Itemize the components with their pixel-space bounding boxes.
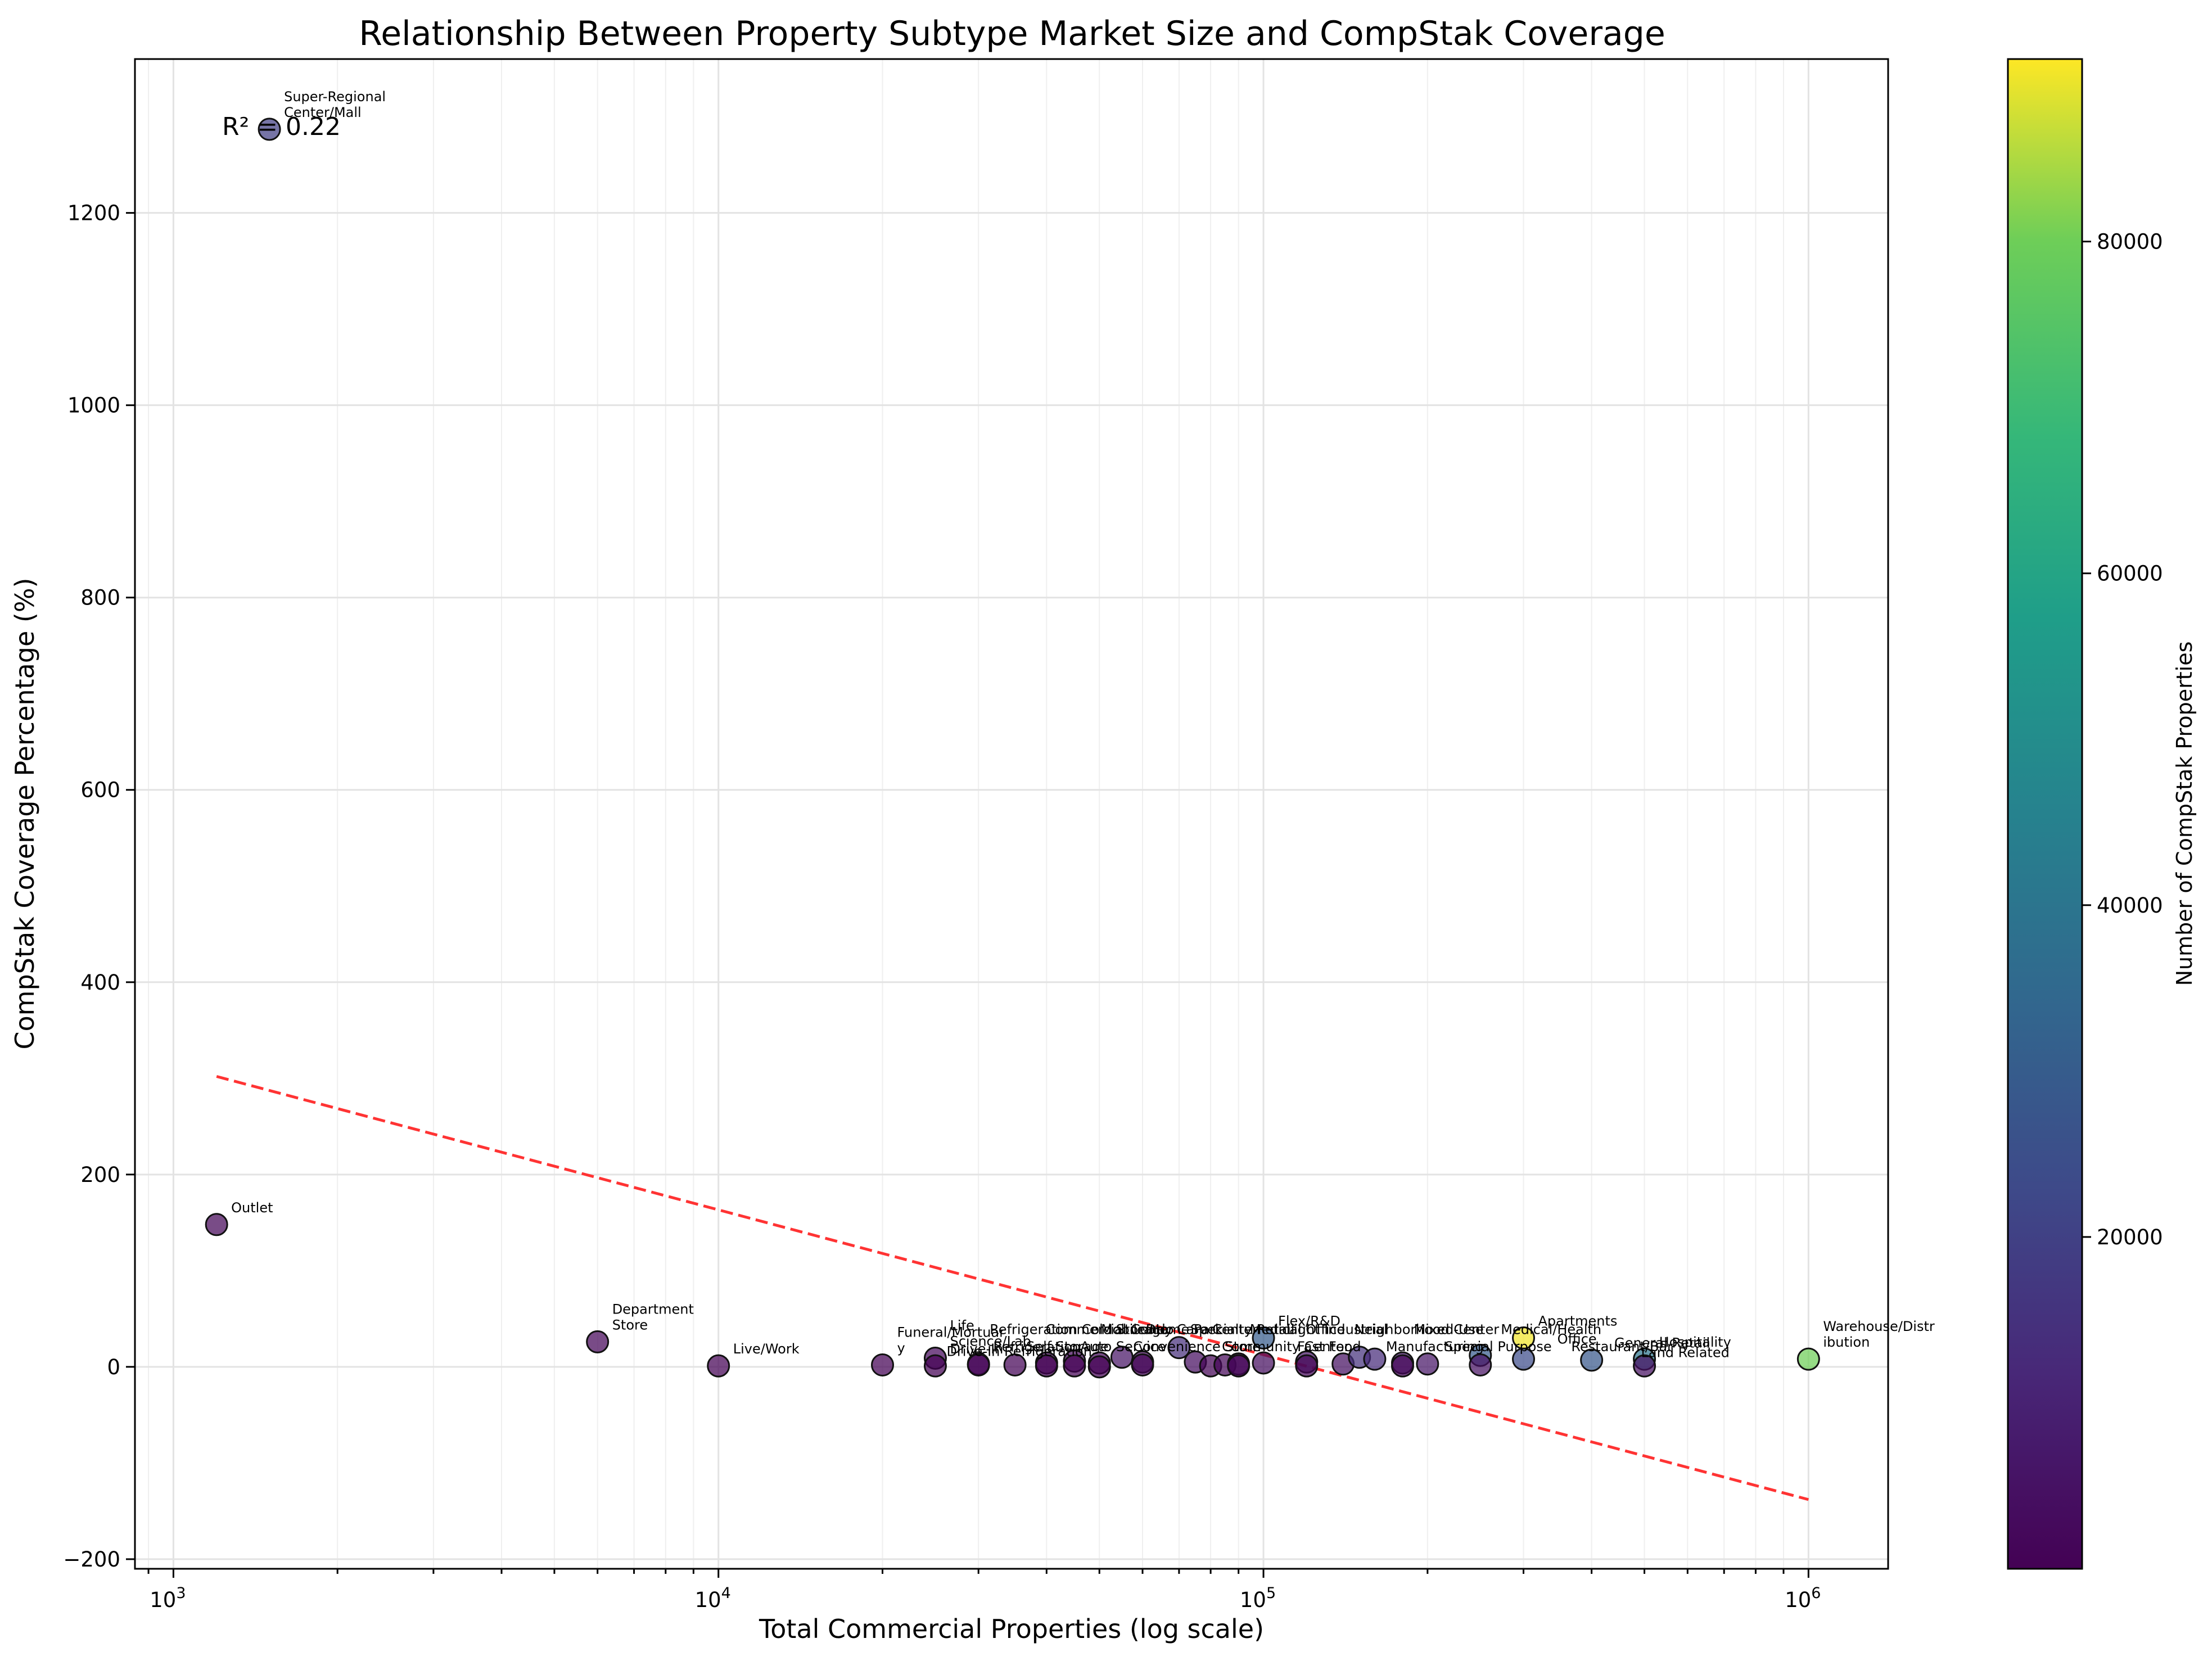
point-label: Community Center [1222,1339,1349,1355]
y-axis-label: CompStak Coverage Percentage (%) [10,578,40,1050]
x-tick-label: 105 [1240,1585,1276,1612]
point-label: Mixed-Use [1414,1321,1483,1337]
scatter-point [1003,1353,1027,1376]
colorbar-ticks: 20000 40000 60000 80000 [2082,230,2163,1249]
scatter-point [258,118,281,141]
point-label: Restaurant/Bar [1571,1339,1673,1355]
point-label: Funeral/Mortuar y [897,1324,1005,1356]
scatter-point [1796,1347,1820,1371]
scatter-point [1087,1355,1111,1379]
y-tick-label: 800 [80,586,120,610]
y-tick-label: 600 [80,778,120,802]
colorbar-tick-label: 20000 [2097,1225,2163,1249]
scatter-point [1391,1354,1414,1378]
point-label: Drive-In [950,1341,1003,1357]
scatter-point [1131,1353,1154,1376]
x-tick-label: 106 [1785,1585,1821,1612]
scatter-point [1633,1354,1656,1378]
point-labels: Super-Regional Center/Mall Outlet Departmen… [231,89,1935,1361]
scatter-point [205,1213,228,1236]
point-label: Mobile Home Park [1101,1321,1223,1337]
scatter-point [1512,1347,1536,1371]
scatter-point [1167,1336,1191,1360]
trend-line-group [216,1075,1809,1501]
point-label: Apartments [1538,1314,1618,1329]
colorbar-label: Number of CompStak Properties [2172,642,2197,986]
point-label: Hospitality [1659,1334,1731,1350]
scatter-point [1580,1348,1604,1372]
chart-title: Relationship Between Property Subtype Ma… [359,14,1665,53]
scatter-point [1252,1326,1275,1350]
point-label: Land Related [1641,1344,1730,1360]
point-label: Live/Work [733,1341,800,1357]
scatter-points [205,118,1820,1379]
point-label: Convenience Store [1133,1339,1261,1355]
y-tick-label: 0 [107,1355,120,1379]
y-tick-label: 1200 [67,201,120,225]
y-tick-label: 1000 [67,394,120,418]
scatter-point [586,1330,610,1353]
point-label: Refrigeration Cold Storage [990,1321,1168,1337]
point-label: Life Science/Lab [950,1317,1031,1349]
point-label: Warehouse/Distr ibution [1823,1319,1935,1350]
scatter-point [967,1353,990,1376]
scatter-point [1295,1354,1319,1378]
x-tick-label: 104 [695,1585,731,1612]
y-tick-label: −200 [63,1547,120,1572]
point-label: Flex/R&D [1278,1314,1340,1329]
point-label: General Retail [1614,1335,1710,1351]
colorbar-tick-label: 80000 [2097,230,2163,254]
scatter-point [1063,1354,1086,1378]
scatter-point [1416,1352,1439,1376]
scatter-point [871,1353,895,1376]
y-tick-label: 200 [80,1163,120,1187]
y-axis: −200 0 200 400 600 800 1000 1200 [63,201,135,1572]
plot-frame [134,58,1889,1570]
x-tick-label: 103 [150,1585,186,1612]
y-tick-label: 400 [80,971,120,995]
colorbar [2007,58,2083,1570]
point-label: Super-Regional Center/Mall [284,89,386,120]
point-label: Self-Storage [1026,1339,1108,1355]
scatter-point [1252,1351,1275,1375]
r-squared-annotation: R² = 0.22 [222,112,341,141]
point-label: Special Purpose [1444,1339,1551,1355]
point-label: Medical Office [1250,1321,1346,1337]
point-label: Manufacturing [1386,1339,1484,1355]
point-label: Office [1558,1331,1597,1347]
colorbar-tick-label: 60000 [2097,562,2163,586]
scatter-point [923,1354,947,1378]
point-label: Fast Food [1297,1339,1361,1355]
point-label: Department Store [612,1301,694,1333]
scatter-point [1363,1347,1387,1371]
x-axis: 103 104 105 106 [147,1569,1821,1612]
point-label: Outlet [231,1200,273,1216]
point-label: Neighborhood Center [1355,1321,1500,1337]
point-label: Specialty Retail [1190,1321,1295,1337]
scatter-point [707,1354,730,1378]
point-label: Day Care Center [1146,1321,1258,1337]
point-label: Medical/Health [1501,1321,1601,1337]
scatter-point [1035,1354,1058,1378]
point-label: Commercial Condo [1046,1321,1174,1337]
colorbar-tick-label: 40000 [2097,893,2163,918]
x-axis-label: Total Commercial Properties (log scale) [759,1614,1264,1644]
point-label: Drive-In Refrigeration [946,1344,1091,1360]
point-label: Auto Service [1080,1339,1166,1355]
trend-line [216,1075,1809,1501]
point-label: Light Industrial [1286,1321,1388,1337]
scatter-point [1227,1354,1251,1378]
point-label: Refrigeration [993,1339,1081,1355]
scatter-point [1469,1353,1492,1376]
